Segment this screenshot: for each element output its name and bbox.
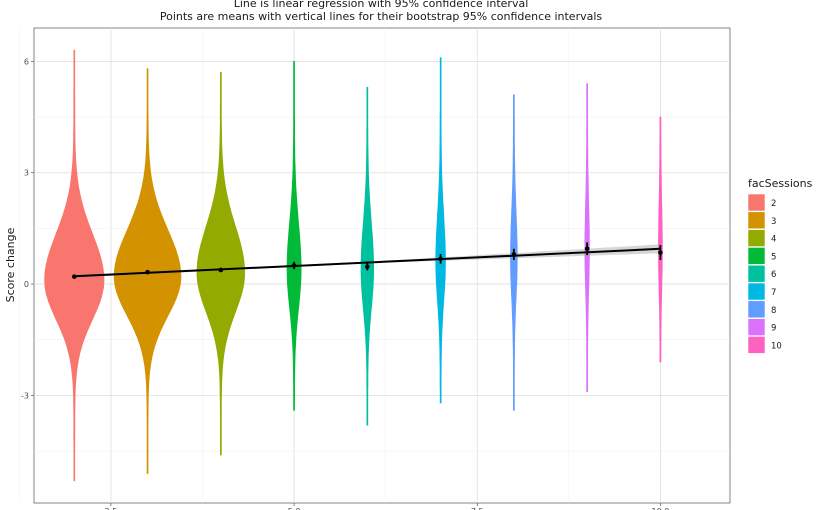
legend-key-9: [747, 318, 766, 336]
x-tick-label: 2.5: [105, 507, 118, 510]
legend-label-10: 10: [771, 341, 782, 351]
legend-key-7: [747, 282, 766, 301]
y-axis-ticks: -3 0 3 6: [21, 57, 34, 400]
mean-point-6: [365, 264, 370, 269]
legend-label-8: 8: [771, 306, 776, 316]
y-axis-title: Score change: [4, 227, 17, 302]
x-tick-label: 5.0: [288, 507, 301, 510]
y-tick-label: 3: [24, 169, 29, 178]
legend-label-4: 4: [771, 235, 776, 245]
legend-label-6: 6: [771, 270, 776, 280]
violin-2: [44, 49, 105, 482]
chart-title: Line is linear regression with 95% confi…: [234, 0, 529, 10]
chart-subtitle: Points are means with vertical lines for…: [160, 10, 603, 23]
legend-label-3: 3: [771, 217, 776, 227]
mean-point-3: [145, 269, 150, 275]
regression-line-path: [74, 247, 661, 278]
violin-10: [658, 116, 663, 363]
y-tick-label: -3: [21, 391, 29, 400]
mean-point-10: [658, 250, 663, 255]
means: [71, 242, 663, 279]
legend-key-5: [747, 247, 766, 265]
legend-key-8: [747, 300, 766, 319]
violin-7: [435, 57, 446, 404]
violin-5: [286, 61, 302, 411]
legend-key-4: [747, 229, 766, 247]
mean-point-5: [291, 263, 297, 268]
x-tick-label: 10.0: [651, 507, 669, 510]
violin-6: [360, 87, 374, 426]
legend-key-6: [747, 264, 766, 283]
x-tick-label: 7.5: [471, 507, 484, 510]
regression-line: [74, 247, 661, 278]
mean-point-4: [218, 267, 224, 273]
mean-point-8: [511, 252, 517, 257]
violin-4: [196, 72, 246, 456]
y-tick-label: 6: [24, 57, 29, 66]
legend-key-10: [747, 336, 766, 354]
x-axis-ticks: 2.5 5.0 7.5 10.0: [105, 503, 669, 510]
legend-key-3: [747, 211, 766, 230]
mean-point-9: [584, 246, 590, 252]
legend: facSessions 2 3 4 5 6 7 8 9 10: [747, 177, 813, 354]
legend-label-9: 9: [771, 324, 776, 334]
legend-label-2: 2: [771, 199, 776, 209]
y-tick-label: 0: [24, 280, 29, 289]
violin-9: [584, 83, 590, 393]
mean-point-7: [438, 256, 443, 262]
mean-point-2: [71, 274, 77, 279]
legend-title: facSessions: [748, 177, 813, 190]
legend-label-5: 5: [771, 252, 776, 262]
legend-label-7: 7: [771, 288, 776, 298]
legend-key-2: [747, 193, 766, 212]
